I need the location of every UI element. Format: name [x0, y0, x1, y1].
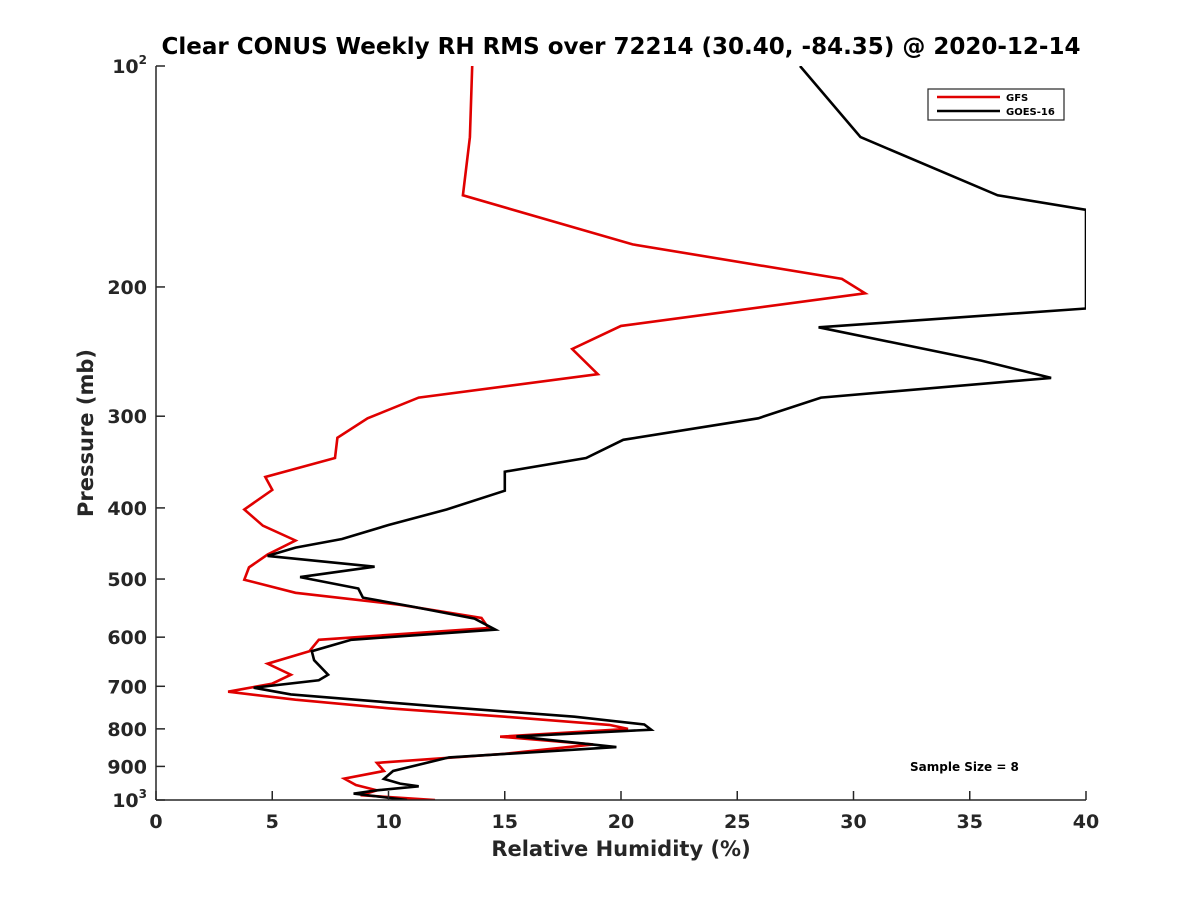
x-tick-label: 35	[957, 811, 983, 833]
chart-title: Clear CONUS Weekly RH RMS over 72214 (30…	[162, 34, 1081, 60]
x-tick-label: 0	[149, 811, 162, 833]
y-tick-label: 102	[112, 53, 147, 78]
y-tick-label: 103	[112, 787, 147, 812]
legend-label-goes16: GOES-16	[1006, 107, 1055, 118]
y-tick-label: 800	[107, 719, 147, 741]
y-tick-label: 900	[107, 756, 147, 778]
legend: GFS GOES-16	[927, 88, 1065, 121]
y-axis-label: Pressure (mb)	[74, 349, 98, 517]
x-tick-label: 20	[608, 811, 634, 833]
x-axis-label: Relative Humidity (%)	[491, 837, 750, 861]
y-axis-ticks: 102 200 300 400 500 600 700 800 900 103	[107, 53, 165, 812]
legend-label-gfs: GFS	[1006, 93, 1028, 104]
x-tick-label: 30	[840, 811, 866, 833]
x-tick-label: 15	[492, 811, 518, 833]
y-tick-label: 400	[107, 498, 147, 520]
plot-area	[156, 66, 1086, 800]
y-tick-label: 700	[107, 676, 147, 698]
sample-size-annotation: Sample Size = 8	[910, 760, 1019, 774]
series-layer	[227, 66, 1086, 800]
x-tick-label: 40	[1073, 811, 1099, 833]
legend-box	[927, 88, 1065, 121]
y-tick-label: 500	[107, 569, 147, 591]
x-tick-label: 10	[375, 811, 401, 833]
series-line-goes16	[253, 66, 1086, 800]
y-tick-label: 200	[107, 277, 147, 299]
y-tick-label: 600	[107, 627, 147, 649]
x-axis-ticks: 0 5 10 15 20 25 30 35 40	[149, 791, 1099, 833]
y-tick-label: 300	[107, 406, 147, 428]
x-tick-label: 5	[266, 811, 279, 833]
x-tick-label: 25	[724, 811, 750, 833]
